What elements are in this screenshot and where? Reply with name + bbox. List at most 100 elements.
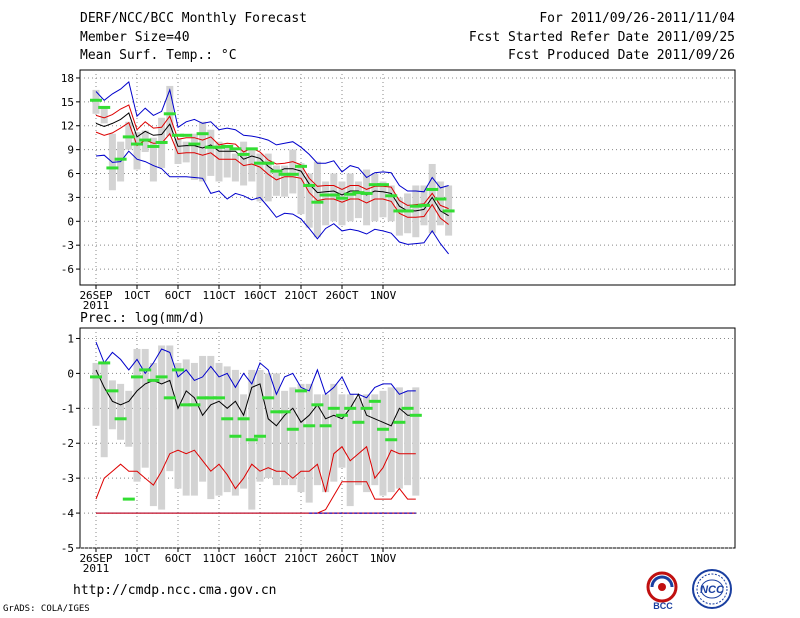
source-url[interactable]: http://cmdp.ncc.cma.gov.cn [73, 583, 277, 598]
temp-observed-mark [344, 192, 357, 196]
precip-spread-box [190, 362, 198, 496]
temp-observed-mark [155, 140, 168, 144]
bcc-logo: BCC [640, 570, 686, 611]
temp-spread-box [166, 85, 174, 137]
temp-spread-box [346, 173, 354, 222]
temp-observed-mark [262, 161, 275, 165]
temp-ytick-label: 3 [67, 191, 74, 204]
temp-xtick-year: 2011 [83, 299, 110, 312]
temp-spread-box [330, 173, 338, 222]
temp-xtick-label: 1NOV [370, 289, 397, 302]
temp-observed-mark [114, 157, 127, 161]
temp-observed-mark [311, 200, 324, 204]
temp-spread-box [182, 141, 190, 163]
temp-observed-mark [221, 144, 234, 148]
precip-observed-mark [385, 438, 398, 442]
precip-observed-mark [106, 389, 119, 393]
precip-spread-box [412, 387, 420, 496]
temp-xtick-label: 26OCT [325, 289, 358, 302]
precip-spread-box [92, 362, 100, 426]
temp-spread-box [92, 89, 100, 114]
temp-observed-mark [122, 135, 135, 139]
temp-spread-box [322, 181, 330, 226]
precip-xtick-label: 11OCT [202, 552, 235, 565]
precip-spread-box [338, 394, 346, 468]
precip-ytick-label: -1 [61, 402, 74, 415]
precip-observed-mark [172, 368, 184, 372]
temp-observed-mark [327, 193, 340, 197]
temp-xtick-label: 26SEP [79, 289, 112, 302]
precip-observed-mark [401, 406, 414, 410]
precip-max-line [95, 341, 416, 399]
precip-observed-mark [377, 427, 389, 431]
precip-spread-box [223, 366, 231, 493]
precip-xtick-label: 26OCT [325, 552, 358, 565]
precip-observed-mark [393, 420, 406, 424]
temp-spread-box [395, 197, 403, 236]
precip-xtick-year: 2011 [83, 562, 110, 575]
temp-spread-box [428, 163, 436, 234]
temp-min-line [95, 150, 449, 255]
precip-spread-box [330, 383, 338, 482]
temp-spread-box [305, 173, 313, 228]
precip-xtick-label: 6OCT [165, 552, 192, 565]
precip-observed-mark [122, 497, 135, 501]
precip-observed-mark [196, 396, 209, 400]
temp-spread-box [281, 165, 289, 197]
precip-spread-box [371, 394, 379, 486]
temp-spread-box [264, 153, 272, 202]
precip-spread-box [174, 362, 182, 489]
refer-date: Fcst Started Refer Date 2011/09/25 [468, 30, 735, 45]
temp-spread-box [289, 149, 297, 194]
bcc-logo-text: BCC [653, 601, 673, 610]
temp-observed-mark [180, 133, 193, 137]
temp-spread-box [174, 138, 182, 164]
precip-spread-box [379, 390, 387, 496]
precip-observed-mark [131, 375, 143, 379]
temp-observed-mark [237, 152, 250, 156]
temp-observed-mark [385, 194, 398, 198]
temp-p75-line [95, 104, 449, 210]
temp-observed-mark [245, 147, 258, 151]
temp-max-line [95, 80, 449, 193]
precip-observed-mark [139, 368, 152, 372]
precip-spread-box [363, 394, 371, 493]
precip-spread-box [100, 362, 108, 458]
precip-spread-box [305, 383, 313, 503]
temp-observed-mark [360, 191, 373, 195]
temp-observed-mark [426, 187, 439, 191]
temp-observed-mark [319, 193, 332, 197]
variable-label: Mean Surf. Temp.: °C [80, 48, 237, 63]
temp-ytick-label: 12 [61, 120, 74, 133]
precip-observed-mark [180, 403, 193, 407]
precip-observed-mark [90, 375, 102, 379]
temp-xtick-label: 16OCT [243, 289, 276, 302]
grads-credit: GrADS: COLA/IGES [3, 604, 90, 614]
member-size: Member Size=40 [80, 30, 190, 45]
precip-spread-box [108, 380, 116, 430]
precip-xtick-label: 1OCT [124, 552, 151, 565]
temp-observed-mark [90, 98, 102, 102]
precip-observed-mark [303, 424, 316, 428]
precip-panel-label: Prec.: log(mm/d) [80, 311, 206, 326]
temp-ytick-label: 9 [67, 144, 74, 157]
temp-spread-box [338, 181, 346, 226]
precip-spread-box [182, 359, 190, 496]
precip-spread-box [149, 362, 157, 507]
precip-ytick-label: 0 [67, 367, 74, 380]
temp-ytick-label: -6 [61, 263, 74, 276]
precip-xtick-label: 16OCT [243, 552, 276, 565]
produced-date: Fcst Produced Date 2011/09/26 [508, 48, 735, 63]
precip-observed-mark [311, 403, 324, 407]
temp-xtick-label: 6OCT [165, 289, 192, 302]
precip-xtick-label: 1NOV [370, 552, 397, 565]
temp-spread-box [354, 181, 362, 219]
precip-spread-box [166, 345, 174, 472]
temp-observed-mark [106, 166, 119, 170]
precip-spread-box [158, 345, 166, 510]
temp-observed-mark [393, 209, 406, 213]
precip-observed-mark [155, 375, 168, 379]
precip-ytick-label: -4 [61, 507, 75, 520]
temp-spread-box [248, 149, 256, 182]
temp-spread-box [404, 193, 412, 234]
